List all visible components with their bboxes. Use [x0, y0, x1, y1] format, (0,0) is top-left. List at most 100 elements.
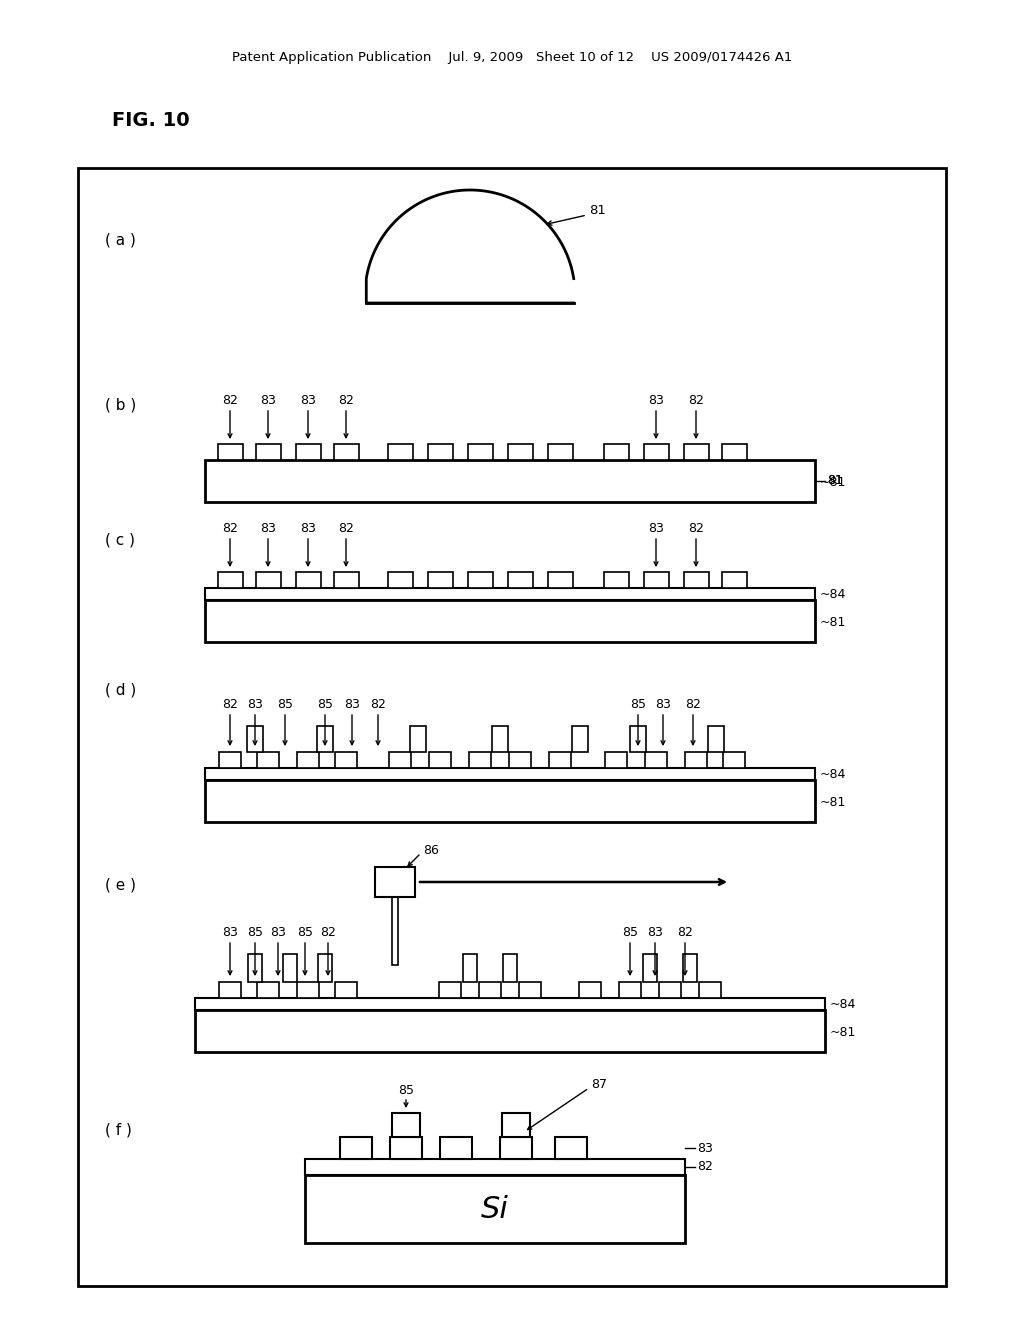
Bar — [256, 444, 281, 459]
Bar — [195, 998, 825, 1010]
Text: 85: 85 — [622, 925, 638, 939]
Bar — [644, 572, 669, 587]
Text: 85: 85 — [247, 925, 263, 939]
Bar — [643, 954, 657, 982]
Text: 83: 83 — [247, 697, 263, 710]
Bar — [479, 982, 501, 998]
Text: 81: 81 — [827, 474, 843, 487]
Bar — [256, 572, 281, 587]
Text: 83: 83 — [260, 521, 275, 535]
Bar — [519, 982, 541, 998]
Text: 83: 83 — [344, 697, 360, 710]
Text: 81: 81 — [827, 474, 843, 487]
Text: 83: 83 — [300, 521, 316, 535]
Text: FIG. 10: FIG. 10 — [112, 111, 189, 129]
Bar — [722, 444, 746, 459]
Text: 82: 82 — [370, 697, 386, 710]
Bar — [579, 982, 601, 998]
Bar — [390, 1137, 422, 1159]
Bar — [410, 726, 426, 752]
Bar — [618, 982, 641, 998]
Bar — [502, 1113, 530, 1137]
Bar — [305, 1175, 685, 1243]
Bar — [508, 572, 534, 587]
Bar — [78, 168, 946, 1286]
Text: 83: 83 — [300, 393, 316, 407]
Text: ~81: ~81 — [820, 475, 847, 488]
Text: ( c ): ( c ) — [105, 532, 135, 548]
Bar — [283, 954, 297, 982]
Bar — [699, 982, 721, 998]
Bar — [297, 752, 319, 768]
Text: 85: 85 — [278, 697, 293, 710]
Bar — [469, 752, 490, 768]
Bar — [335, 982, 357, 998]
Text: Patent Application Publication    Jul. 9, 2009   Sheet 10 of 12    US 2009/01744: Patent Application Publication Jul. 9, 2… — [231, 51, 793, 65]
Text: 82: 82 — [688, 393, 703, 407]
Bar — [205, 587, 815, 601]
Text: ~81: ~81 — [820, 615, 847, 628]
Bar — [644, 444, 669, 459]
Bar — [296, 572, 321, 587]
Text: ~81: ~81 — [820, 796, 847, 808]
Text: ~84: ~84 — [820, 589, 847, 602]
Text: 82: 82 — [685, 697, 701, 710]
Bar — [549, 752, 571, 768]
Bar — [503, 954, 517, 982]
Bar — [318, 954, 332, 982]
Bar — [468, 572, 493, 587]
Bar — [492, 726, 508, 752]
Bar — [388, 444, 413, 459]
Text: ( f ): ( f ) — [105, 1122, 132, 1138]
Bar — [205, 768, 815, 780]
Bar — [723, 752, 745, 768]
Bar — [659, 982, 681, 998]
Bar — [334, 572, 359, 587]
Text: 82: 82 — [222, 393, 238, 407]
Text: 87: 87 — [591, 1078, 607, 1092]
Bar — [645, 752, 667, 768]
Text: 82: 82 — [222, 697, 238, 710]
Bar — [257, 752, 279, 768]
Bar — [257, 982, 279, 998]
Bar — [684, 444, 709, 459]
Bar — [428, 572, 453, 587]
Bar — [247, 726, 263, 752]
Bar — [317, 726, 333, 752]
Text: 83: 83 — [648, 521, 664, 535]
Bar — [219, 752, 241, 768]
Bar — [440, 1137, 472, 1159]
Text: 83: 83 — [222, 925, 238, 939]
Text: 83: 83 — [270, 925, 286, 939]
Bar — [296, 444, 321, 459]
Bar — [685, 752, 707, 768]
Text: 86: 86 — [423, 843, 439, 857]
Bar — [205, 780, 815, 822]
Bar — [684, 572, 709, 587]
Bar — [340, 1137, 372, 1159]
Text: 85: 85 — [398, 1085, 414, 1097]
Bar — [335, 752, 357, 768]
Bar — [429, 752, 451, 768]
Bar — [205, 459, 815, 502]
Text: ( b ): ( b ) — [105, 397, 136, 412]
Text: 83: 83 — [655, 697, 671, 710]
Bar — [463, 954, 477, 982]
Bar — [392, 1113, 420, 1137]
Bar — [548, 572, 573, 587]
Bar — [389, 752, 411, 768]
Text: ~81: ~81 — [830, 1026, 856, 1039]
Bar — [439, 982, 461, 998]
Bar — [722, 572, 746, 587]
Bar — [683, 954, 697, 982]
Text: 85: 85 — [297, 925, 313, 939]
Text: 82: 82 — [338, 521, 354, 535]
Text: 82: 82 — [688, 521, 703, 535]
Text: 82: 82 — [222, 521, 238, 535]
Bar — [218, 444, 243, 459]
Text: 85: 85 — [630, 697, 646, 710]
Bar — [572, 726, 588, 752]
Text: Si: Si — [481, 1195, 509, 1224]
Text: ~84: ~84 — [830, 998, 856, 1011]
Bar — [195, 1010, 825, 1052]
